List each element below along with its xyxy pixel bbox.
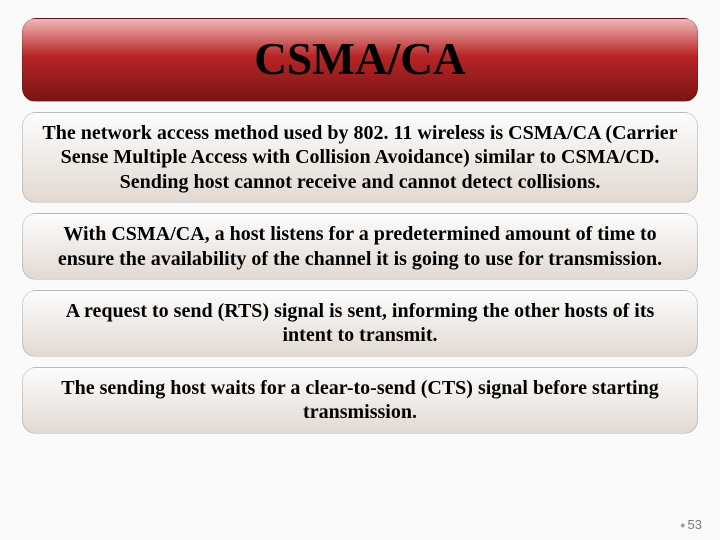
content-block-2: With CSMA/CA, a host listens for a prede… bbox=[22, 213, 698, 280]
content-block-4: The sending host waits for a clear-to-se… bbox=[22, 367, 698, 434]
page-number: 53 bbox=[680, 517, 702, 532]
content-block-1: The network access method used by 802. 1… bbox=[22, 112, 698, 203]
slide-title: CSMA/CA bbox=[22, 18, 698, 102]
content-block-3: A request to send (RTS) signal is sent, … bbox=[22, 290, 698, 357]
